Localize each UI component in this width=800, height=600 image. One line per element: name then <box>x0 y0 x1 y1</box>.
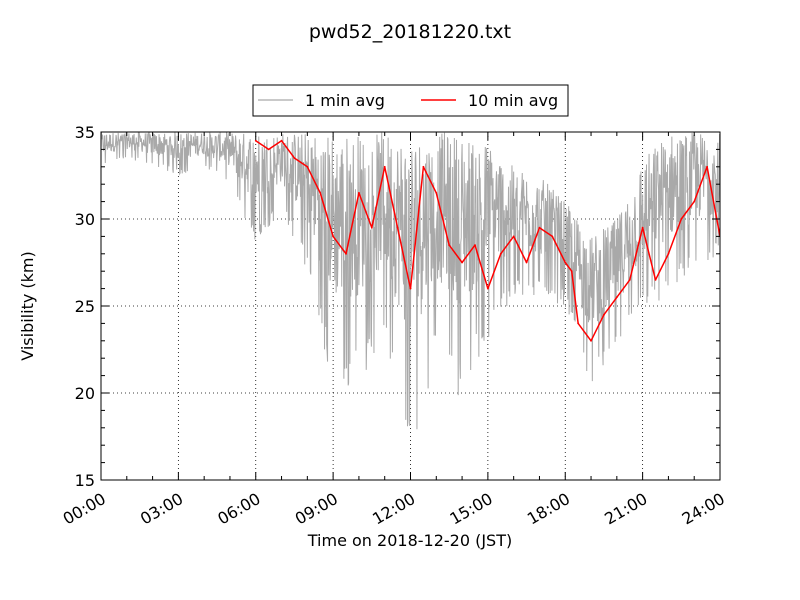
data-point-10-min-avg <box>345 252 347 255</box>
data-point-10-min-avg <box>267 148 270 151</box>
data-point-10-min-avg <box>474 244 476 247</box>
data-point-10-min-avg <box>461 261 463 264</box>
data-point-10-min-avg <box>590 339 592 342</box>
data-point-10-min-avg <box>358 192 360 194</box>
data-point-10-min-avg <box>254 139 257 142</box>
chart-title: pwd52_20181220.txt <box>309 21 511 43</box>
legend-box <box>252 84 569 117</box>
data-point-10-min-avg <box>422 165 425 168</box>
x-tick-label: 06:00 <box>214 489 263 529</box>
data-point-10-min-avg <box>396 226 399 229</box>
data-point-10-min-avg <box>370 226 373 229</box>
data-point-10-min-avg <box>680 218 683 220</box>
data-point-10-min-avg <box>577 322 580 325</box>
x-tick-label: 15:00 <box>446 489 495 529</box>
plot-series <box>101 132 720 430</box>
data-point-10-min-avg <box>603 313 605 316</box>
data-point-10-min-avg <box>280 139 283 142</box>
x-tick-label: 18:00 <box>524 489 573 529</box>
data-point-10-min-avg <box>706 165 708 168</box>
y-tick-label: 20 <box>75 384 95 403</box>
x-tick-label: 12:00 <box>369 489 418 529</box>
data-point-10-min-avg <box>525 261 528 264</box>
data-point-10-min-avg <box>615 296 618 299</box>
legend-label-10-min-avg: 10 min avg <box>468 91 558 110</box>
y-tick-label: 15 <box>75 471 95 490</box>
data-point-10-min-avg <box>306 165 309 168</box>
y-axis-label: Visibility (km) <box>18 251 37 360</box>
data-point-10-min-avg <box>667 252 670 255</box>
data-point-10-min-avg <box>319 192 322 194</box>
data-point-10-min-avg <box>486 287 489 290</box>
y-tick-label: 30 <box>75 210 95 229</box>
data-point-10-min-avg <box>332 235 335 238</box>
data-point-10-min-avg <box>383 165 386 168</box>
x-axis-label: Time on 2018-12-20 (JST) <box>307 531 512 550</box>
x-tick-label: 24:00 <box>679 489 728 529</box>
data-point-10-min-avg <box>293 157 296 160</box>
data-point-10-min-avg <box>693 200 696 203</box>
y-tick-label: 25 <box>75 297 95 316</box>
y-tick-label: 35 <box>75 123 95 142</box>
series-line-10-min-avg <box>255 139 720 342</box>
data-point-10-min-avg <box>435 192 438 194</box>
data-point-10-min-avg <box>570 270 573 273</box>
x-tick-label: 09:00 <box>292 489 341 529</box>
data-point-10-min-avg <box>628 279 631 281</box>
data-point-10-min-avg <box>641 226 644 229</box>
data-point-10-min-avg <box>654 279 657 281</box>
data-point-10-min-avg <box>564 261 567 264</box>
series-line-1-min-avg <box>101 132 720 430</box>
data-point-10-min-avg <box>499 252 502 255</box>
legend-label-1-min-avg: 1 min avg <box>305 91 385 110</box>
x-tick-label: 00:00 <box>60 489 109 529</box>
data-point-10-min-avg <box>448 244 451 247</box>
data-point-10-min-avg <box>512 235 515 238</box>
x-tick-label: 21:00 <box>601 489 650 529</box>
x-tick-label: 03:00 <box>137 489 186 529</box>
data-point-10-min-avg <box>538 226 541 229</box>
data-point-10-min-avg <box>551 235 554 238</box>
data-point-10-min-avg <box>409 287 412 290</box>
legend: 1 min avg 10 min avg <box>252 84 569 117</box>
